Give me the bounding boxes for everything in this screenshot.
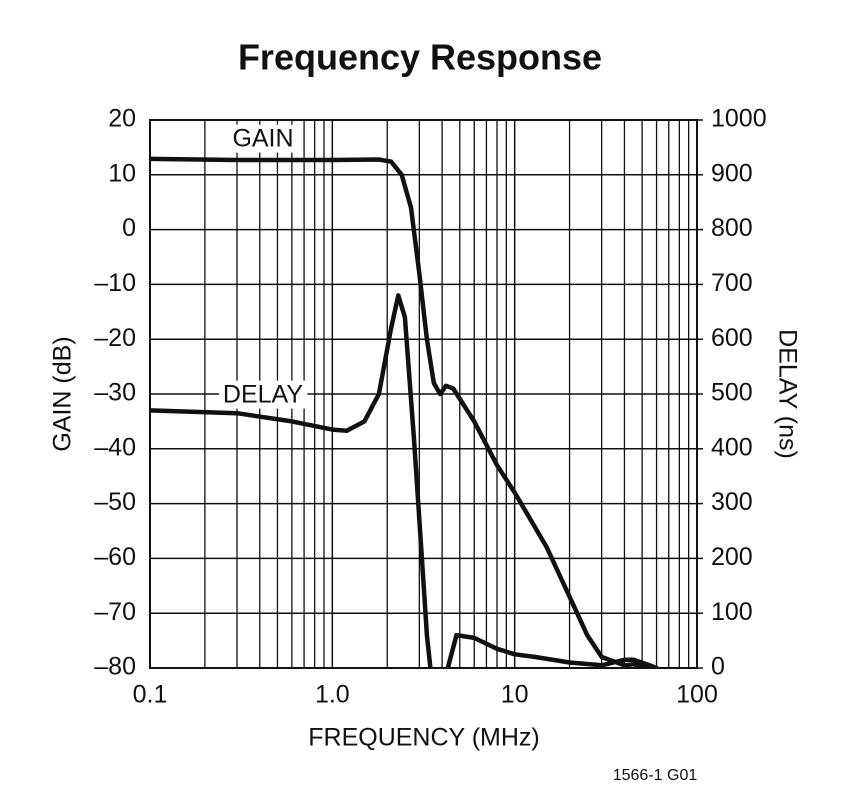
label-background xyxy=(228,124,298,153)
y2-tick-label: 400 xyxy=(711,433,753,461)
y-tick-label: –40 xyxy=(94,433,136,461)
x-tick-label: 0.1 xyxy=(133,681,168,709)
y2-axis-label: DELAY (ns) xyxy=(773,329,801,459)
x-tick-label: 1.0 xyxy=(315,681,350,709)
y2-tick-label: 100 xyxy=(711,598,753,626)
y2-tick-label: 600 xyxy=(711,324,753,352)
series-label: GAIN xyxy=(232,125,293,153)
y-tick-label: –50 xyxy=(94,488,136,516)
y-tick-label: –20 xyxy=(94,324,136,352)
y-tick-label: –30 xyxy=(94,379,136,407)
plot-frame xyxy=(149,119,698,669)
figure-note: 1566-1 G01 xyxy=(613,767,698,784)
y2-tick-label: 1000 xyxy=(711,105,767,133)
y-tick-label: –60 xyxy=(94,543,136,571)
series-line xyxy=(150,293,659,668)
y2-tick-label: 700 xyxy=(711,269,753,297)
series-label: DELAY xyxy=(223,381,303,409)
chart-title: Frequency Response xyxy=(238,37,602,78)
y2-tick-label: 800 xyxy=(711,214,753,242)
x-tick-label: 10 xyxy=(501,681,529,709)
series-line xyxy=(150,156,659,668)
y-tick-label: 10 xyxy=(108,159,136,187)
y-tick-label: –80 xyxy=(94,653,136,681)
y2-tick-label: 900 xyxy=(711,159,753,187)
y-tick-label: –70 xyxy=(94,598,136,626)
x-axis-label: FREQUENCY (MHz) xyxy=(308,724,539,752)
y-tick-label: 20 xyxy=(108,105,136,133)
label-background xyxy=(218,380,308,409)
y-tick-label: 0 xyxy=(122,214,136,242)
y2-tick-label: 200 xyxy=(711,543,753,571)
plot-area xyxy=(150,156,659,668)
y-axis-label: GAIN (dB) xyxy=(49,336,77,451)
y-tick-label: –10 xyxy=(94,269,136,297)
y2-tick-label: 0 xyxy=(711,653,725,681)
y2-tick-label: 500 xyxy=(711,379,753,407)
x-tick-label: 100 xyxy=(676,681,718,709)
y2-tick-label: 300 xyxy=(711,488,753,516)
